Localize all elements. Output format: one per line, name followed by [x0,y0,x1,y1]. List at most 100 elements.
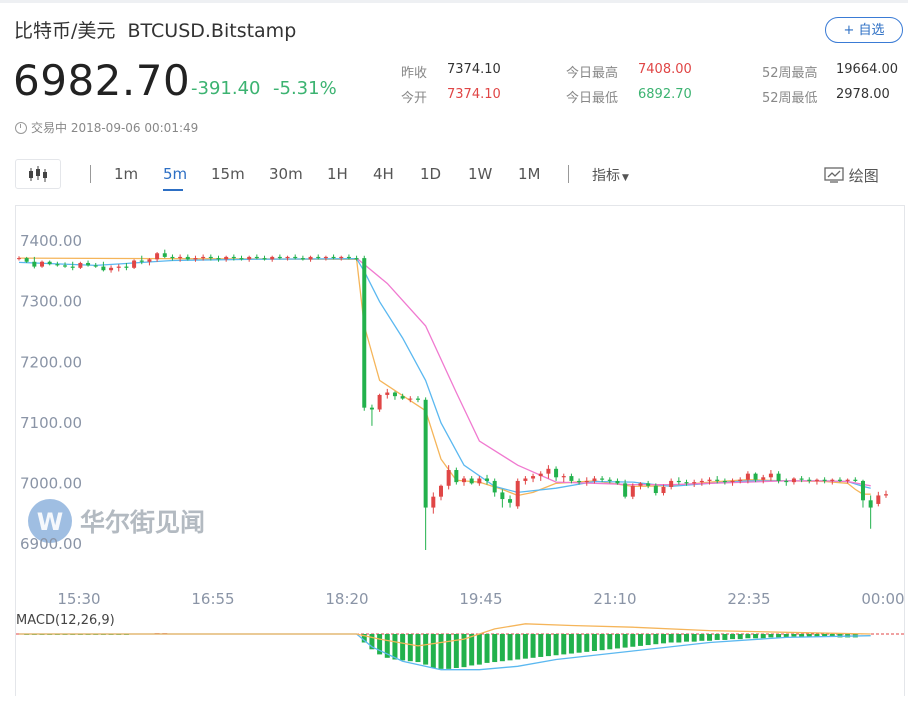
chart-toolbar: 1m 5m 15m 30m 1H 4H 1D 1W 1M 指标 ▼ 绘图 [0,155,908,195]
candle [47,260,52,266]
day-low-label: 今日最低 [566,91,619,106]
macd-line [19,633,871,671]
x-tick-label: 16:55 [191,590,234,608]
macd-bar [369,634,375,650]
candle [116,264,121,272]
candle [339,255,344,261]
timeframe-4h[interactable]: 4H [373,165,394,183]
clock-icon [15,122,27,134]
macd-bar [730,634,736,640]
candle [830,478,835,485]
candle [784,478,789,486]
candle [438,484,443,501]
macd-bar [814,634,820,637]
open-value: 7374.10 [447,87,501,102]
prev-close-value: 7374.10 [447,62,501,77]
candle [722,478,727,485]
candle [515,478,520,509]
candle [208,254,213,261]
week52-high-value: 19664.00 [836,62,899,77]
y-tick-label: 7200.00 [20,353,82,371]
candle [538,471,543,481]
chart-type-button[interactable] [15,159,61,189]
candle [415,396,420,403]
macd-bar [676,634,682,643]
macd-bar [576,634,582,653]
moving-averages [18,257,871,497]
macd-bar [492,634,498,663]
candle [807,477,812,484]
candle [531,473,536,483]
macd-bar [806,634,812,637]
timeframe-30m[interactable]: 30m [269,165,303,183]
candle [776,471,781,484]
macd-bar [637,634,643,646]
macd-label: MACD(12,26,9) [16,613,115,628]
macd-bar [515,634,521,660]
candle [147,258,152,266]
draw-button[interactable]: 绘图 [824,165,879,186]
price-chart[interactable]: W 华尔街见闻 7400.00 7300.00 7200.00 7100.00 7000… [16,206,905,697]
timeframe-1mo[interactable]: 1M [518,165,541,183]
candle [170,254,175,261]
candle [369,404,374,426]
macd-bar [507,634,513,661]
candle [523,476,528,485]
ma-line-1 [18,257,871,497]
candle [577,478,582,485]
timeframe-1d[interactable]: 1D [420,165,442,183]
candlestick-icon [29,166,47,182]
add-watchlist-button[interactable]: + 自选 [825,17,903,43]
macd-bar [430,634,436,668]
instrument-symbol: BTCUSD.Bitstamp [127,20,297,42]
indicator-dropdown[interactable]: 指标 ▼ [592,165,629,185]
candle [285,255,290,261]
candle [247,255,252,262]
candle [408,396,413,403]
macd-bar [361,634,367,643]
candle [684,479,689,486]
macd-bar [591,634,597,651]
y-tick-label: 7100.00 [20,414,82,432]
x-axis-labels: 15:30 16:55 18:20 19:45 21:10 22:35 00:00 [57,590,904,608]
candle [707,477,712,485]
y-tick-label: 7400.00 [20,232,82,250]
y-tick-label: 7300.00 [20,293,82,311]
x-tick-label: 19:45 [459,590,502,608]
macd-bar [622,634,628,648]
candle [201,254,206,261]
candle [385,388,390,399]
macd-bar [545,634,551,657]
candle [262,255,267,261]
candle [646,480,651,489]
candle [354,255,359,261]
macd-bar [776,634,782,638]
timeframe-1h[interactable]: 1H [327,165,348,183]
timeframe-5m[interactable]: 5m [163,165,188,183]
timeframe-1w[interactable]: 1W [468,165,493,183]
candle [93,262,98,268]
prev-close-label: 昨收 [401,66,428,81]
day-high-value: 7408.00 [638,62,692,77]
candle [600,476,605,483]
macd-signal-line [19,623,871,647]
candle [853,477,858,483]
timeframe-15m[interactable]: 15m [211,165,245,183]
candle [508,495,513,508]
macd-bar [522,634,528,659]
chart-area[interactable]: W 华尔街见闻 7400.00 7300.00 7200.00 7100.00 7000… [15,205,905,696]
candle [822,477,827,484]
y-tick-label: 6900.00 [20,535,82,553]
candle [592,476,597,484]
macd-bar [768,634,774,638]
x-tick-label: 18:20 [325,590,368,608]
candle [139,255,144,265]
week52-low-label: 52周最低 [762,91,818,106]
macd-bar [822,634,828,637]
macd-bar [538,634,544,657]
ma-line-3 [356,257,871,487]
macd-bar [829,634,835,637]
timeframe-1m[interactable]: 1m [114,165,139,183]
macd-bar [568,634,574,654]
macd-bar [499,634,505,662]
